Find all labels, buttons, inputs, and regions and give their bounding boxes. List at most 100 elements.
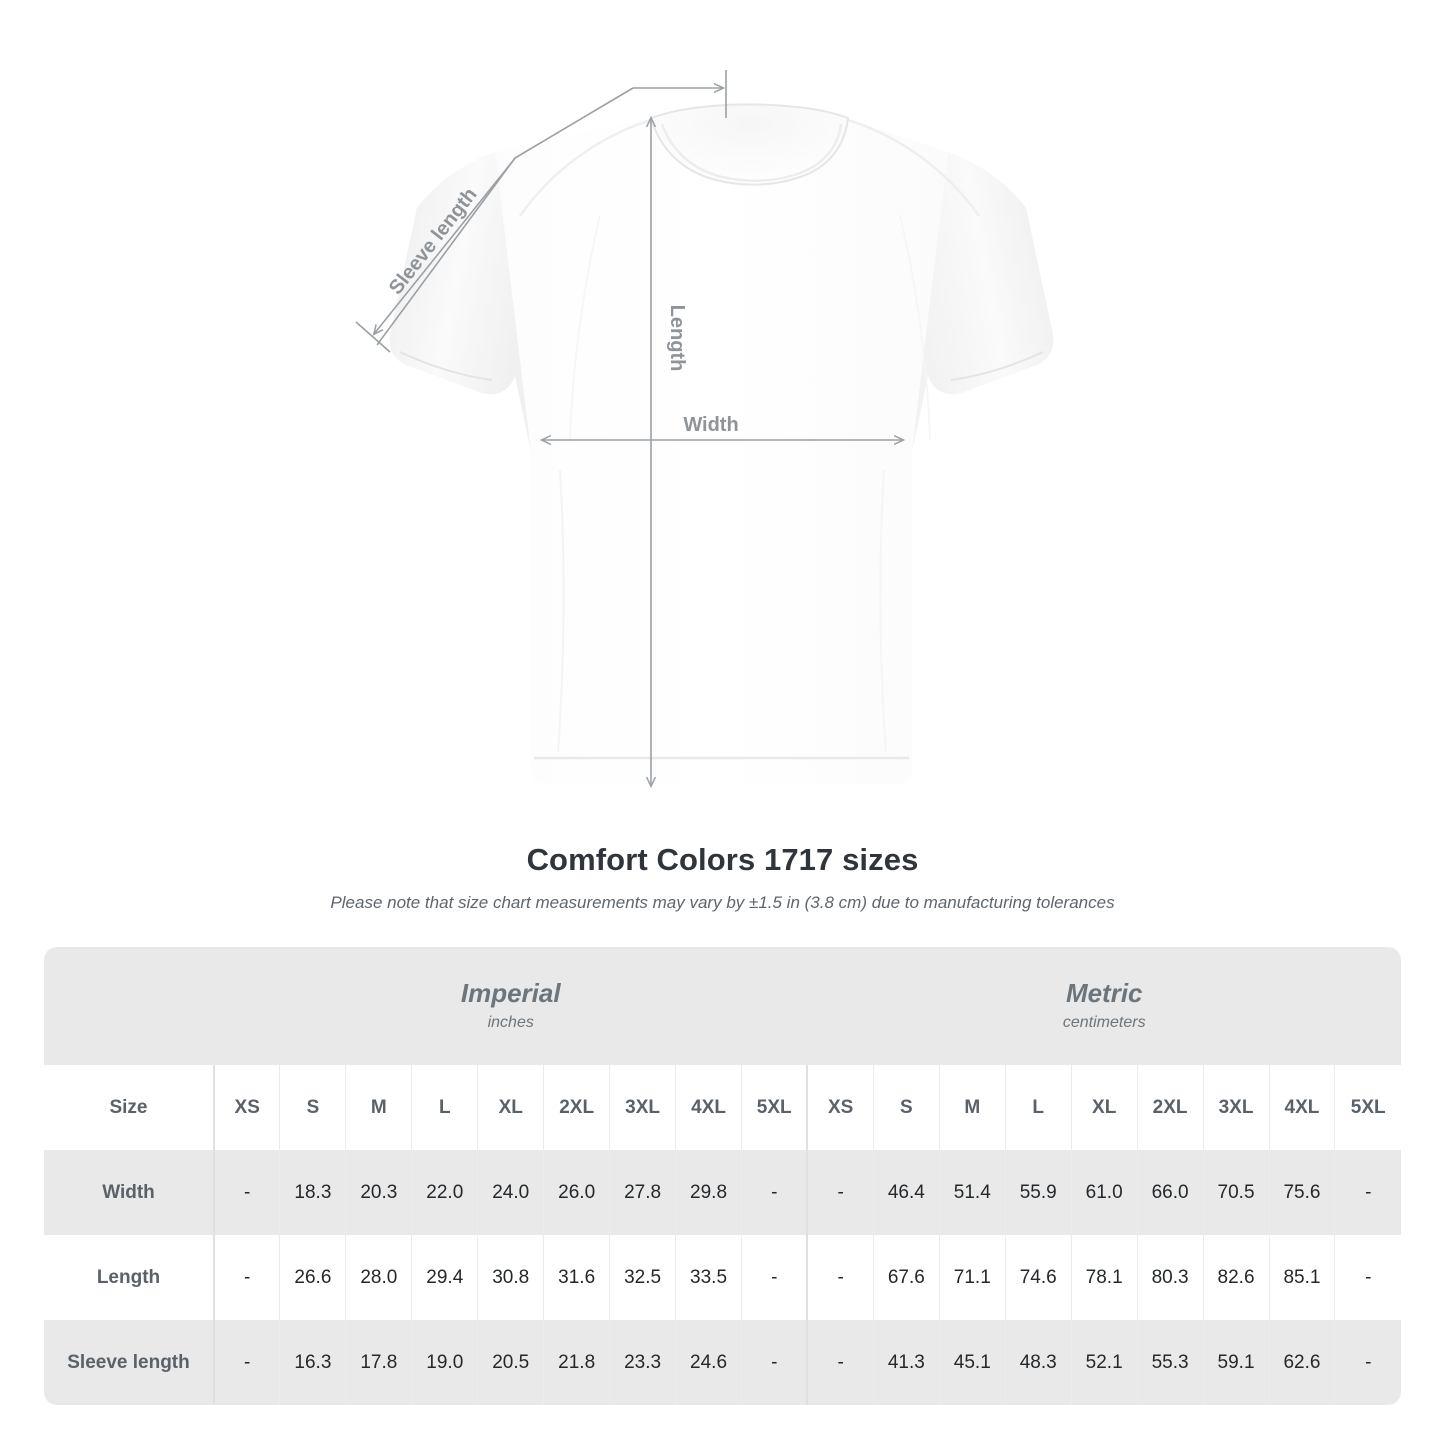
cell-width-metric-4xl: 75.6 xyxy=(1268,1150,1335,1235)
size-header-imperial-3xl: 3XL xyxy=(609,1065,676,1150)
unit-header-spacer xyxy=(44,947,214,1065)
cell-length-metric-2xl: 80.3 xyxy=(1136,1235,1204,1320)
cell-width-imperial-5xl: - xyxy=(741,1150,808,1235)
cell-length-imperial-5xl: - xyxy=(741,1235,808,1320)
cell-width-imperial-l: 22.0 xyxy=(411,1150,478,1235)
cell-sleeve-length-imperial-s: 16.3 xyxy=(279,1320,346,1405)
collar-inner-edge xyxy=(660,123,843,183)
cell-width-imperial-s: 18.3 xyxy=(279,1150,346,1235)
size-header-imperial-xs: XS xyxy=(213,1065,280,1150)
cell-length-imperial-xl: 30.8 xyxy=(477,1235,544,1320)
cell-length-imperial-xs: - xyxy=(213,1235,280,1320)
size-chart-table-wrap: Imperial inches Metric centimeters Size XS S M L… xyxy=(44,947,1401,1405)
table-row: Length -26.6 28.0 29.4 30.8 31.6 32.5 33.5- -67.… xyxy=(44,1235,1401,1320)
tshirt-illustration: Sleeve length Length Width xyxy=(355,70,1054,830)
cell-length-imperial-s: 26.6 xyxy=(279,1235,346,1320)
size-header-imperial-m: M xyxy=(345,1065,412,1150)
cell-length-metric-m: 71.1 xyxy=(938,1235,1006,1320)
cell-length-imperial-4xl: 33.5 xyxy=(675,1235,742,1320)
unit-name: Imperial xyxy=(460,978,561,1008)
cell-width-metric-3xl: 70.5 xyxy=(1202,1150,1270,1235)
size-header-imperial-2xl: 2XL xyxy=(543,1065,610,1150)
measurement-label-length: Length xyxy=(44,1235,214,1320)
size-chart-table: Imperial inches Metric centimeters Size XS S M L… xyxy=(44,947,1401,1405)
size-header-imperial-s: S xyxy=(279,1065,346,1150)
measurement-label-width: Width xyxy=(44,1150,214,1235)
unit-header-metric: Metric centimeters xyxy=(807,947,1401,1065)
tshirt-left-sleeve xyxy=(389,152,531,452)
table-row: Width -18.3 20.3 22.0 24.0 26.0 27.8 29.8- -46.4… xyxy=(44,1150,1401,1235)
unit-sublabel: centimeters xyxy=(1062,1014,1146,1031)
cell-width-imperial-4xl: 29.8 xyxy=(675,1150,742,1235)
size-header-metric-5xl: 5XL xyxy=(1334,1065,1401,1150)
cell-width-imperial-3xl: 27.8 xyxy=(609,1150,676,1235)
cell-length-imperial-l: 29.4 xyxy=(411,1235,478,1320)
size-header-imperial-4xl: 4XL xyxy=(675,1065,742,1150)
fabric-fold-1 xyxy=(557,469,565,753)
size-header-imperial-5xl: 5XL xyxy=(741,1065,808,1150)
cell-sleeve-length-metric-m: 45.1 xyxy=(938,1320,1006,1405)
cell-sleeve-length-metric-2xl: 55.3 xyxy=(1136,1320,1204,1405)
size-header-metric-4xl: 4XL xyxy=(1268,1065,1335,1150)
cell-sleeve-length-imperial-m: 17.8 xyxy=(345,1320,412,1405)
cell-width-metric-xl: 61.0 xyxy=(1070,1150,1138,1235)
cell-width-metric-l: 55.9 xyxy=(1004,1150,1072,1235)
right-sleeve-hem xyxy=(950,351,1044,381)
cell-sleeve-length-imperial-4xl: 24.6 xyxy=(675,1320,742,1405)
cell-width-metric-2xl: 66.0 xyxy=(1136,1150,1204,1235)
cell-sleeve-length-imperial-xs: - xyxy=(213,1320,280,1405)
size-column-label: Size xyxy=(44,1065,214,1150)
cell-sleeve-length-metric-5xl: - xyxy=(1334,1320,1401,1405)
left-shoulder-seam xyxy=(518,118,652,217)
sleeve-length-annotation xyxy=(355,70,727,353)
unit-sublabel: inches xyxy=(487,1014,534,1031)
page-title: Comfort Colors 1717 sizes xyxy=(526,842,919,877)
cell-length-metric-3xl: 82.6 xyxy=(1202,1235,1270,1320)
tshirt-right-sleeve xyxy=(912,152,1054,452)
cell-width-metric-5xl: - xyxy=(1334,1150,1401,1235)
title-block: Comfort Colors 1717 sizes Please note th… xyxy=(0,838,1445,918)
size-header-metric-3xl: 3XL xyxy=(1202,1065,1270,1150)
size-header-metric-l: L xyxy=(1004,1065,1072,1150)
cell-sleeve-length-metric-4xl: 62.6 xyxy=(1268,1320,1335,1405)
unit-header-row: Imperial inches Metric centimeters xyxy=(44,947,1401,1065)
size-header-imperial-l: L xyxy=(411,1065,478,1150)
cell-length-imperial-m: 28.0 xyxy=(345,1235,412,1320)
cell-sleeve-length-metric-l: 48.3 xyxy=(1004,1320,1072,1405)
cell-sleeve-length-metric-xs: - xyxy=(806,1320,874,1405)
unit-name: Metric xyxy=(1065,978,1143,1008)
cell-length-metric-s: 67.6 xyxy=(872,1235,940,1320)
cell-width-imperial-xs: - xyxy=(213,1150,280,1235)
cell-sleeve-length-imperial-l: 19.0 xyxy=(411,1320,478,1405)
cell-width-imperial-m: 20.3 xyxy=(345,1150,412,1235)
measurement-annotations xyxy=(355,70,903,786)
cell-width-imperial-2xl: 26.0 xyxy=(543,1150,610,1235)
cell-length-imperial-3xl: 32.5 xyxy=(609,1235,676,1320)
size-header-imperial-xl: XL xyxy=(477,1065,544,1150)
tolerance-note: Please note that size chart measurements… xyxy=(330,893,1115,912)
unit-header-imperial: Imperial inches xyxy=(214,947,808,1065)
size-header-metric-xs: XS xyxy=(806,1065,874,1150)
cell-length-metric-l: 74.6 xyxy=(1004,1235,1072,1320)
sleeve-measure-arrow xyxy=(374,156,517,334)
fabric-fold-4 xyxy=(899,214,931,441)
cell-width-metric-xs: - xyxy=(806,1150,874,1235)
sleeve-end-tick xyxy=(355,321,391,353)
cell-sleeve-length-imperial-5xl: - xyxy=(741,1320,808,1405)
measurement-label-sleeve-length: Sleeve length xyxy=(44,1320,214,1405)
table-row: Sleeve length -16.3 17.8 19.0 20.5 21.8 23.3 24… xyxy=(44,1320,1401,1405)
length-label: Length xyxy=(666,305,688,372)
size-chart-diagram: Sleeve length Length Width xyxy=(355,70,1054,830)
tshirt-collar xyxy=(649,103,850,186)
cell-sleeve-length-imperial-xl: 20.5 xyxy=(477,1320,544,1405)
cell-length-metric-xl: 78.1 xyxy=(1070,1235,1138,1320)
cell-sleeve-length-metric-s: 41.3 xyxy=(872,1320,940,1405)
size-header-row: Size XS S M L XL 2XL 3XL 4XL 5XL XS S M L XL 2XL 3XL 4XL 5… xyxy=(44,1065,1401,1150)
tshirt-garment xyxy=(389,103,1054,784)
size-header-metric-xl: XL xyxy=(1070,1065,1138,1150)
fabric-fold-2 xyxy=(879,469,887,753)
cell-length-metric-4xl: 85.1 xyxy=(1268,1235,1335,1320)
cell-sleeve-length-metric-3xl: 59.1 xyxy=(1202,1320,1270,1405)
cell-length-metric-5xl: - xyxy=(1334,1235,1401,1320)
left-sleeve-hem xyxy=(399,351,493,381)
